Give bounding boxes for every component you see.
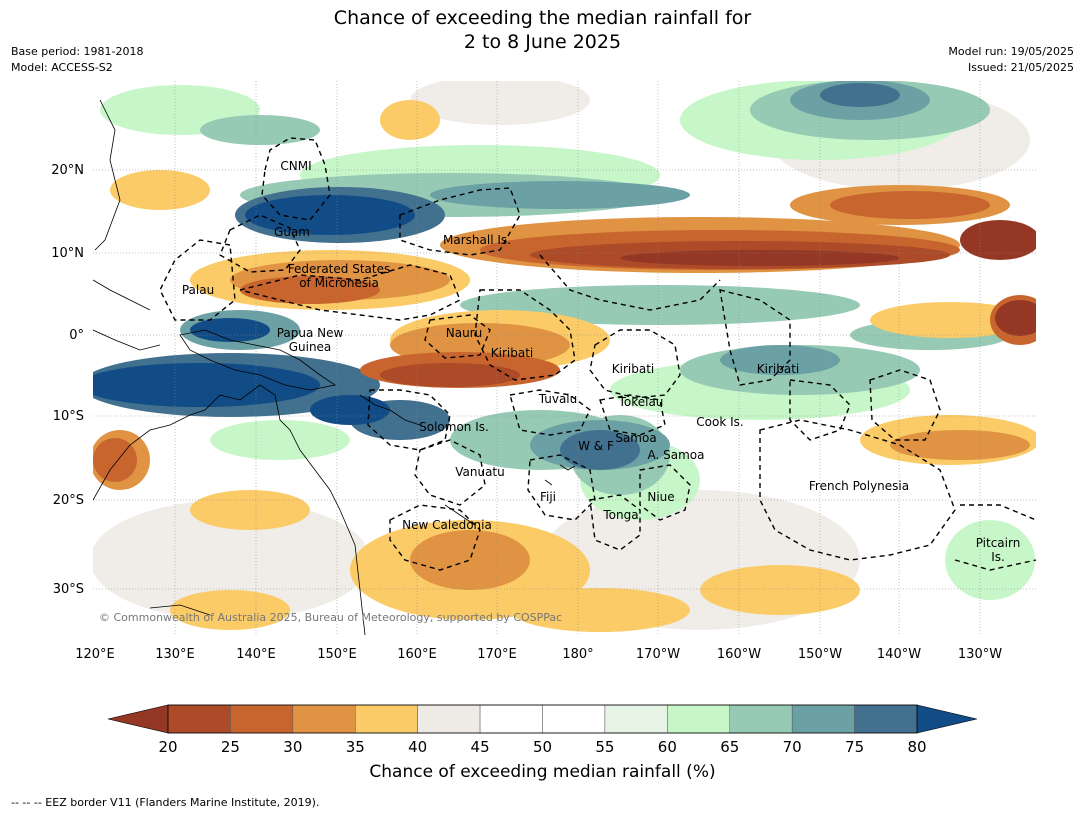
colorbar-tick-label: 30	[283, 738, 302, 756]
colorbar-swatch	[667, 704, 730, 734]
label-png: Papua New Guinea	[277, 326, 344, 354]
lat-label-20s: 20°S	[53, 493, 84, 508]
lon-label-150e: 150°E	[317, 647, 357, 662]
model-name: Model: ACCESS-S2	[11, 61, 113, 74]
label-samoa: Samoa	[615, 431, 656, 445]
label-cnmi: CNMI	[280, 159, 311, 173]
label-guam: Guam	[274, 225, 310, 239]
colorbar-swatch	[604, 704, 668, 734]
colorbar-swatch	[230, 704, 294, 734]
lon-label-170w: 170°W	[636, 647, 680, 662]
colorbar-tick-label: 35	[346, 738, 365, 756]
longitude-labels: 120°E 130°E 140°E 150°E 160°E 170°E 180°…	[75, 647, 1002, 662]
lon-label-170e: 170°E	[477, 647, 517, 662]
colorbar-swatch	[417, 704, 481, 734]
lon-label-140w: 140°W	[877, 647, 921, 662]
graticule	[93, 81, 1036, 635]
title-line-1: Chance of exceeding the median rainfall …	[333, 7, 752, 29]
region-labels: CNMI Guam Marshall Is. Federated States o…	[182, 159, 1020, 564]
label-vanuatu: Vanuatu	[455, 465, 505, 479]
lon-label-160e: 160°E	[397, 647, 437, 662]
lat-label-10s: 10°S	[53, 409, 84, 424]
colorbar-tick-label: 50	[533, 738, 552, 756]
model-run: Model run: 19/05/2025	[948, 45, 1074, 58]
lon-label-120e: 120°E	[75, 647, 115, 662]
base-period: Base period: 1981-2018	[11, 45, 144, 58]
label-tuvalu: Tuvalu	[538, 392, 578, 406]
colorbar-swatch	[167, 704, 231, 734]
colorbar-swatch	[355, 704, 418, 734]
label-fiji: Fiji	[540, 490, 556, 504]
lon-label-140e: 140°E	[236, 647, 276, 662]
label-marshall: Marshall Is.	[443, 233, 511, 247]
copyright-text: © Commonwealth of Australia 2025, Bureau…	[99, 611, 562, 624]
latitude-labels: 20°N 10°N 0° 10°S 20°S 30°S	[51, 163, 84, 597]
map-title: Chance of exceeding the median rainfall …	[0, 6, 1085, 54]
lat-label-0: 0°	[69, 328, 84, 343]
colorbar-low-extend	[107, 704, 169, 734]
colorbar-high-extend	[916, 704, 978, 734]
colorbar-swatch	[729, 704, 793, 734]
colorbar-tick-label: 40	[408, 738, 427, 756]
label-cook: Cook Is.	[696, 415, 743, 429]
label-kiribati-central: Kiribati	[612, 362, 654, 376]
colorbar-tick-label: 25	[221, 738, 240, 756]
title-line-2: 2 to 8 June 2025	[463, 31, 622, 53]
colorbar-swatch	[479, 704, 543, 734]
label-new-caledonia: New Caledonia	[402, 518, 492, 532]
colorbar-frame	[167, 704, 918, 734]
colorbar-tick-label: 75	[845, 738, 864, 756]
label-niue: Niue	[647, 490, 674, 504]
lon-label-130e: 130°E	[155, 647, 195, 662]
label-tonga: Tonga	[602, 508, 638, 522]
coastlines	[93, 99, 576, 635]
colorbar-swatch	[542, 704, 606, 734]
label-american-samoa: A. Samoa	[648, 448, 705, 462]
label-solomon: Solomon Is.	[419, 420, 489, 434]
lat-label-30s: 30°S	[53, 582, 84, 597]
label-kiribati-east: Kiribati	[757, 362, 799, 376]
label-kiribati-west: Kiribati	[491, 346, 533, 360]
colorbar-swatch	[292, 704, 356, 734]
label-tokelau: Tokelau	[618, 395, 664, 409]
colorbar: 20 25 30 35 40 45 50 55 60 65 70 75 80	[107, 704, 978, 756]
label-fsm: Federated States of Micronesia	[288, 262, 390, 290]
colorbar-tick-label: 70	[783, 738, 802, 756]
rainfall-field	[93, 81, 1036, 635]
colorbar-tick-label: 55	[595, 738, 614, 756]
eez-borders	[159, 137, 1036, 571]
colorbar-tick-label: 80	[907, 738, 926, 756]
label-french-polynesia: French Polynesia	[809, 479, 909, 493]
lat-label-10n: 10°N	[51, 246, 84, 261]
colorbar-tick-label: 60	[658, 738, 677, 756]
colorbar-label: Chance of exceeding median rainfall (%)	[369, 762, 716, 782]
colorbar-swatch	[854, 704, 918, 734]
colorbar-tick-label: 45	[471, 738, 490, 756]
label-pitcairn: Pitcairn Is.	[976, 536, 1021, 564]
eez-footnote: -- -- -- EEZ border V11 (Flanders Marine…	[11, 796, 320, 809]
label-palau: Palau	[182, 283, 214, 297]
label-wf: W & F	[578, 439, 614, 453]
lon-label-180: 180°	[562, 647, 593, 662]
meta-left: Base period: 1981-2018 Model: ACCESS-S2	[11, 44, 143, 76]
lon-label-160w: 160°W	[717, 647, 761, 662]
lon-label-130w: 130°W	[958, 647, 1002, 662]
meta-right: Model run: 19/05/2025 Issued: 21/05/2025	[948, 44, 1074, 76]
label-nauru: Nauru	[446, 326, 482, 340]
lon-label-150w: 150°W	[798, 647, 842, 662]
colorbar-tick-label: 20	[158, 738, 177, 756]
issued-date: Issued: 21/05/2025	[967, 61, 1074, 74]
colorbar-tick-label: 65	[720, 738, 739, 756]
lat-label-20n: 20°N	[51, 163, 84, 178]
colorbar-swatch	[791, 704, 855, 734]
